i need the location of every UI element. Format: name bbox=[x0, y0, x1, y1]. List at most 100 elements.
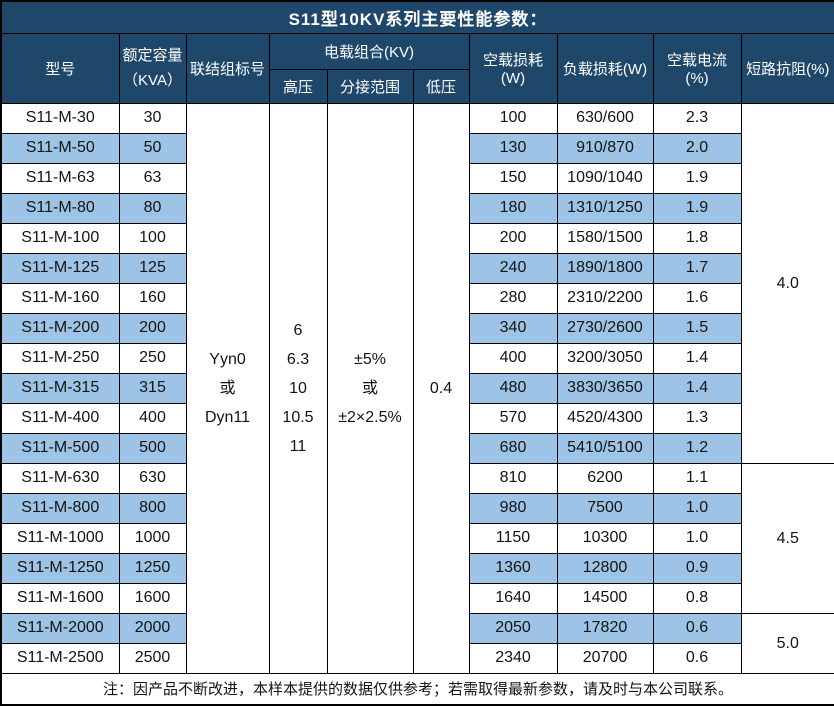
cell-no-load-loss: 200 bbox=[468, 222, 558, 254]
cell-model: S11-M-1000 bbox=[0, 522, 120, 554]
cell-model: S11-M-100 bbox=[0, 222, 120, 254]
cell-model: S11-M-63 bbox=[0, 162, 120, 194]
page-title: S11型10KV系列主要性能参数： bbox=[0, 0, 834, 34]
cell-kva: 315 bbox=[118, 372, 187, 404]
table-row: S11-M-2000 2000 2050 17820 0.6 5.0 bbox=[0, 612, 834, 674]
cell-no-load-current: 1.9 bbox=[652, 162, 742, 194]
table-row: S11-M-2500 2500 2340 20700 0.6 bbox=[0, 642, 834, 674]
cell-no-load-current: 1.0 bbox=[652, 522, 742, 554]
cell-kva: 2500 bbox=[118, 642, 187, 674]
cell-model: S11-M-500 bbox=[0, 432, 120, 464]
cell-load-loss: 1090/1040 bbox=[556, 162, 654, 194]
cell-no-load-current: 1.0 bbox=[652, 492, 742, 524]
cell-load-loss: 17820 bbox=[556, 612, 654, 644]
cell-model: S11-M-160 bbox=[0, 282, 120, 314]
cell-no-load-current: 0.9 bbox=[652, 552, 742, 584]
cell-kva: 630 bbox=[118, 462, 187, 494]
table-row: S11-M-160 160 280 2310/2200 1.6 bbox=[0, 282, 834, 314]
col-header-tap-range: 分接范围 bbox=[326, 68, 414, 104]
cell-no-load-loss: 570 bbox=[468, 402, 558, 434]
cell-load-loss: 5410/5100 bbox=[556, 432, 654, 464]
cell-model: S11-M-200 bbox=[0, 312, 120, 344]
cell-no-load-current: 0.6 bbox=[652, 642, 742, 674]
cell-load-loss: 1310/1250 bbox=[556, 192, 654, 224]
cell-model: S11-M-1600 bbox=[0, 582, 120, 614]
cell-kva: 200 bbox=[118, 312, 187, 344]
cell-kva: 1000 bbox=[118, 522, 187, 554]
table-row: S11-M-80 80 180 1310/1250 1.9 bbox=[0, 192, 834, 224]
table-row: S11-M-50 50 130 910/870 2.0 bbox=[0, 132, 834, 164]
cell-no-load-loss: 130 bbox=[468, 132, 558, 164]
cell-load-loss: 910/870 bbox=[556, 132, 654, 164]
cell-model: S11-M-30 bbox=[0, 102, 120, 134]
cell-no-load-loss: 240 bbox=[468, 252, 558, 284]
cell-load-loss: 1890/1800 bbox=[556, 252, 654, 284]
table-row: S11-M-400 400 570 4520/4300 1.3 bbox=[0, 402, 834, 434]
cell-load-loss: 2310/2200 bbox=[556, 282, 654, 314]
cell-no-load-loss: 1360 bbox=[468, 552, 558, 584]
cell-kva: 1600 bbox=[118, 582, 187, 614]
cell-no-load-current: 1.4 bbox=[652, 342, 742, 374]
cell-kva: 63 bbox=[118, 162, 187, 194]
table-row: S11-M-1250 1250 1360 12800 0.9 bbox=[0, 552, 834, 584]
cell-kva: 500 bbox=[118, 432, 187, 464]
cell-no-load-current: 1.9 bbox=[652, 192, 742, 224]
footer-note: 注：因产品不断改进，本样本提供的数据仅供参考；若需取得最新参数，请及时与本公司联… bbox=[0, 672, 834, 706]
cell-no-load-loss: 480 bbox=[468, 372, 558, 404]
cell-no-load-loss: 810 bbox=[468, 462, 558, 494]
col-header-lv: 低压 bbox=[412, 68, 470, 104]
header-row-2: 高压 分接范围 低压 bbox=[1, 68, 834, 104]
cell-impedance-5-0: 5.0 bbox=[740, 612, 834, 674]
table-row: S11-M-30 30 Yyn0 或 Dyn11 6 6.3 10 10.5 1… bbox=[0, 102, 834, 674]
table-row: S11-M-200 200 340 2730/2600 1.5 bbox=[0, 312, 834, 344]
cell-kva: 2000 bbox=[118, 612, 187, 644]
cell-load-loss: 3200/3050 bbox=[556, 342, 654, 374]
cell-kva: 160 bbox=[118, 282, 187, 314]
col-header-connection: 联结组标号 bbox=[185, 32, 270, 104]
cell-no-load-loss: 1150 bbox=[468, 522, 558, 554]
cell-tap-range: ±5% 或 ±2×2.5% bbox=[326, 102, 414, 674]
cell-model: S11-M-800 bbox=[0, 492, 120, 524]
cell-no-load-current: 1.1 bbox=[652, 462, 742, 494]
cell-no-load-loss: 180 bbox=[468, 192, 558, 224]
cell-model: S11-M-50 bbox=[0, 132, 120, 164]
cell-kva: 100 bbox=[118, 222, 187, 254]
table-row: S11-M-630 630 810 6200 1.1 4.5 bbox=[0, 462, 834, 614]
cell-no-load-loss: 2340 bbox=[468, 642, 558, 674]
cell-no-load-current: 0.6 bbox=[652, 612, 742, 644]
cell-kva: 1250 bbox=[118, 552, 187, 584]
cell-load-loss: 1580/1500 bbox=[556, 222, 654, 254]
cell-no-load-current: 1.2 bbox=[652, 432, 742, 464]
table-row: S11-M-100 100 200 1580/1500 1.8 bbox=[0, 222, 834, 254]
table-row: S11-M-63 63 150 1090/1040 1.9 bbox=[0, 162, 834, 194]
cell-lv-value: 0.4 bbox=[412, 102, 470, 674]
cell-load-loss: 12800 bbox=[556, 552, 654, 584]
cell-model: S11-M-630 bbox=[0, 462, 120, 494]
cell-kva: 125 bbox=[118, 252, 187, 284]
cell-no-load-current: 2.0 bbox=[652, 132, 742, 164]
table-row: S11-M-1600 1600 1640 14500 0.8 bbox=[0, 582, 834, 614]
cell-model: S11-M-315 bbox=[0, 372, 120, 404]
cell-kva: 400 bbox=[118, 402, 187, 434]
cell-kva: 800 bbox=[118, 492, 187, 524]
cell-no-load-current: 1.8 bbox=[652, 222, 742, 254]
cell-load-loss: 2730/2600 bbox=[556, 312, 654, 344]
cell-no-load-loss: 1640 bbox=[468, 582, 558, 614]
cell-kva: 50 bbox=[118, 132, 187, 164]
cell-no-load-loss: 980 bbox=[468, 492, 558, 524]
col-header-no-load-current: 空载电流(%) bbox=[652, 32, 742, 104]
title-row: S11型10KV系列主要性能参数： bbox=[0, 0, 834, 34]
col-header-hv: 高压 bbox=[268, 68, 328, 104]
table-row: S11-M-125 125 240 1890/1800 1.7 bbox=[0, 252, 834, 284]
col-header-load-loss: 负载损耗(W) bbox=[556, 32, 654, 104]
col-header-no-load-loss: 空载损耗(W) bbox=[468, 32, 558, 104]
cell-hv-values: 6 6.3 10 10.5 11 bbox=[268, 102, 328, 674]
cell-no-load-loss: 150 bbox=[468, 162, 558, 194]
cell-connection-group: Yyn0 或 Dyn11 bbox=[185, 102, 270, 674]
header-row-1: 型号 额定容量 （KVA） 联结组标号 电载组合(KV) 空载损耗(W) 负载损… bbox=[0, 32, 834, 104]
footer-row: 注：因产品不断改进，本样本提供的数据仅供参考；若需取得最新参数，请及时与本公司联… bbox=[0, 672, 834, 706]
cell-no-load-current: 1.5 bbox=[652, 312, 742, 344]
cell-load-loss: 630/600 bbox=[556, 102, 654, 134]
cell-load-loss: 20700 bbox=[556, 642, 654, 674]
